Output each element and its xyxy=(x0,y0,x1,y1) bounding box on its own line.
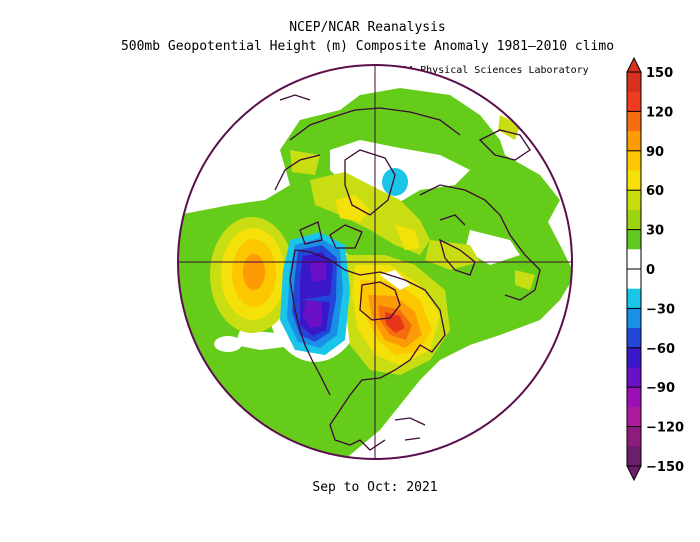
colorbar-tick-label: 30 xyxy=(646,224,664,239)
trough-west xyxy=(280,232,350,355)
colorbar-min-arrow xyxy=(626,465,642,482)
colorbar-segment xyxy=(627,72,641,93)
low-arctic xyxy=(382,168,408,196)
colorbar-tick-label: −90 xyxy=(646,381,675,396)
colorbar-tick-label: −120 xyxy=(646,421,684,436)
colorbar-segment xyxy=(627,190,641,211)
colorbar-segment xyxy=(627,150,641,171)
map-boundary xyxy=(177,64,573,460)
colorbar-segment xyxy=(627,387,641,408)
colorbar-tick-label: −60 xyxy=(646,342,675,357)
colorbar-tick-label: 150 xyxy=(646,66,673,81)
colorbar-segment xyxy=(627,446,641,467)
colorbar-segment xyxy=(627,406,641,428)
colorbar-segment xyxy=(627,308,641,329)
colorbar-segment xyxy=(627,328,641,349)
colorbar-segment xyxy=(627,131,641,152)
date-range-label: Sep to Oct: 2021 xyxy=(312,480,438,495)
colorbar-segment xyxy=(627,111,641,132)
chart-title: NCEP/NCAR Reanalysis xyxy=(289,20,446,35)
colorbar: 150 120 90 60 30 0 −30 −60 −90 −120 −150 xyxy=(626,56,684,482)
colorbar-tick-label: −150 xyxy=(646,460,684,475)
colorbar-tick-label: 60 xyxy=(646,184,664,199)
credit-label: NOAA Physical Sciences Laboratory xyxy=(390,65,589,76)
colorbar-segment xyxy=(627,170,641,191)
colorbar-segment xyxy=(627,229,641,250)
colorbar-tick-label: −30 xyxy=(646,302,675,317)
colorbar-segment xyxy=(627,288,641,309)
anomaly-field xyxy=(178,65,572,459)
coastlines xyxy=(274,94,541,451)
colorbar-segment xyxy=(627,367,641,388)
colorbar-max-arrow xyxy=(626,56,642,73)
colorbar-segment xyxy=(627,249,641,270)
colorbar-segment xyxy=(627,91,641,112)
chart-subtitle: 500mb Geopotential Height (m) Composite … xyxy=(120,39,615,54)
colorbar-segment xyxy=(627,269,641,290)
colorbar-segment xyxy=(627,347,641,368)
colorbar-tick-label: 90 xyxy=(646,145,664,160)
colorbar-segment xyxy=(627,209,641,231)
colorbar-tick-label: 120 xyxy=(646,105,673,120)
colorbar-segment xyxy=(627,426,641,447)
colorbar-tick-label: 0 xyxy=(646,263,655,278)
